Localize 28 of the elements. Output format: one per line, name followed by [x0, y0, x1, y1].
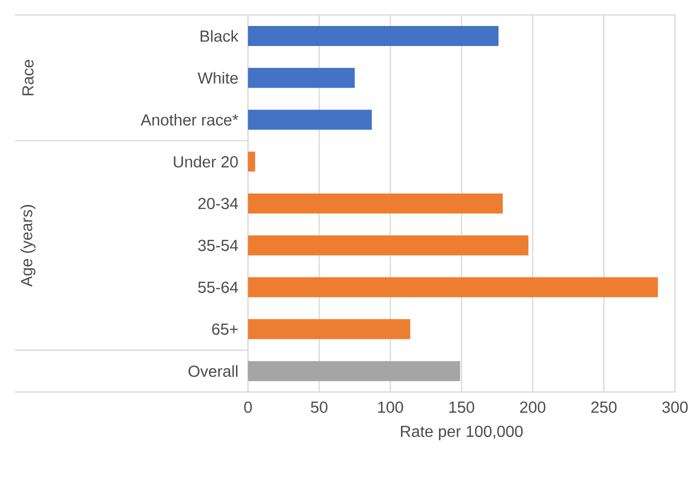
y-tick-label: 20-34 [198, 198, 238, 210]
y-tick-label: 65+ [212, 324, 238, 335]
x-axis-title: Rate per 100,000 [400, 426, 523, 440]
y-tick-label: 55-64 [198, 282, 238, 293]
x-tick-label: 100 [378, 402, 404, 413]
bar [248, 68, 355, 88]
x-tick-label: 200 [520, 402, 546, 413]
bar [248, 110, 372, 130]
bar [248, 277, 658, 298]
x-tick-label: 50 [310, 402, 328, 413]
bar [248, 194, 503, 214]
bar [248, 361, 460, 382]
y-tick-label: White [198, 72, 238, 84]
bar [248, 235, 528, 256]
text: Age (years) [20, 205, 36, 287]
bar [248, 26, 499, 46]
y-tick-label: Overall [188, 365, 238, 377]
y-tick-label: Under 20 [174, 156, 238, 168]
x-tick-label: 0 [244, 402, 252, 413]
y-tick-label: 35-54 [198, 240, 238, 252]
x-tick-label: 250 [591, 402, 617, 413]
bar [248, 319, 410, 340]
bar [248, 152, 256, 172]
y-tick-label: Another race* [140, 114, 238, 126]
y-tick-label: Black [200, 30, 239, 42]
x-tick-label: 300 [662, 402, 688, 413]
x-tick-label: 150 [449, 402, 474, 413]
text: Race [22, 60, 34, 96]
